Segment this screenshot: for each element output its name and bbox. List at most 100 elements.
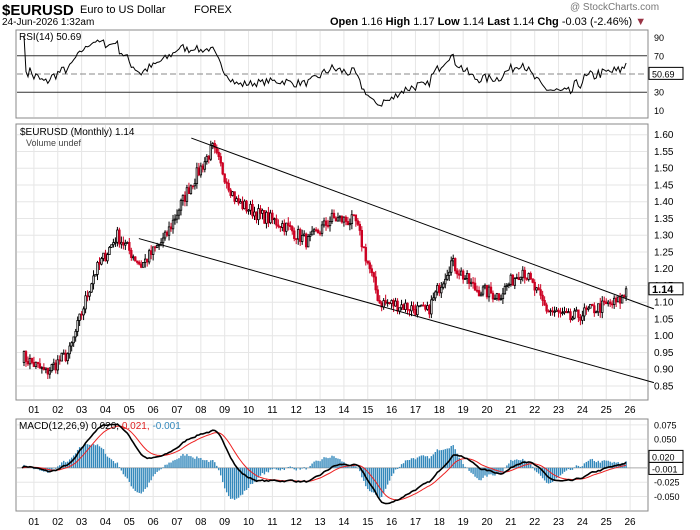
price-tick-label: 1.00 (654, 331, 674, 342)
price-candle (581, 315, 584, 321)
x-tick-label: 20 (481, 517, 493, 528)
x-tick-label: 19 (458, 517, 470, 528)
price-candle (442, 283, 445, 288)
price-candle (116, 229, 119, 243)
price-candle (404, 302, 407, 311)
price-candle (366, 260, 369, 264)
price-tick-label: 1.30 (654, 231, 674, 242)
price-candle (587, 307, 590, 310)
price-candle (76, 320, 79, 332)
price-candle (42, 367, 46, 370)
x-tick-label: 19 (458, 405, 470, 416)
price-candle (539, 289, 542, 296)
price-candle (610, 303, 614, 306)
volume-label: Volume undef (26, 138, 82, 148)
price-candle (513, 278, 517, 286)
price-candle (149, 250, 153, 255)
price-candle (465, 273, 469, 279)
price-candle (84, 295, 87, 310)
price-candle (461, 270, 465, 280)
price-candle (100, 258, 103, 265)
watermark: @ StockCharts.com (570, 2, 660, 13)
price-candle (179, 200, 183, 211)
price-candle (348, 223, 352, 226)
x-tick-label: 12 (291, 405, 303, 416)
x-tick-label: 17 (410, 517, 422, 528)
price-candle (265, 211, 268, 224)
price-candle (448, 271, 451, 276)
price-candle (72, 336, 75, 344)
price-candle (438, 285, 441, 294)
price-candle (376, 289, 379, 301)
price-candle (336, 217, 340, 222)
price-candle (30, 357, 34, 363)
price-candle (261, 209, 264, 214)
price-candle (605, 301, 608, 305)
rsi-tick-label: 90 (654, 33, 664, 43)
price-label: $EURUSD (Monthly) 1.14 (20, 127, 135, 138)
price-candle (463, 278, 467, 280)
price-candle (277, 224, 280, 227)
price-candle (459, 270, 463, 276)
price-candle (257, 208, 260, 221)
price-candle (56, 359, 59, 371)
price-candle (330, 212, 334, 222)
price-candle (183, 194, 187, 202)
price-candle (573, 310, 576, 319)
price-candle (136, 260, 139, 263)
x-tick-label: 06 (148, 517, 160, 528)
price-candle (491, 292, 495, 300)
price-candle (46, 367, 50, 375)
price-candle (165, 231, 169, 236)
symbol-title: $EURUSD (2, 2, 74, 19)
price-candle (205, 156, 209, 163)
price-candle (239, 201, 242, 204)
price-candle (213, 143, 216, 149)
price-candle (394, 300, 397, 307)
price-candle (249, 203, 252, 211)
price-candle (199, 165, 203, 176)
low-label: Low (437, 16, 460, 28)
price-candle (601, 300, 604, 313)
price-candle (511, 274, 515, 286)
price-tick-label: 1.10 (654, 298, 674, 309)
price-candle (326, 225, 330, 227)
price-candle (549, 310, 552, 313)
price-candle (475, 289, 479, 292)
price-candle (269, 212, 272, 224)
price-candle (495, 293, 499, 299)
price-candle (487, 286, 491, 298)
price-candle (517, 277, 520, 280)
price-candle (525, 277, 528, 280)
price-candle (424, 305, 427, 310)
macd-hist-badge-box (648, 461, 684, 475)
price-candle (247, 209, 250, 212)
price-candle (553, 311, 556, 313)
price-candle (450, 260, 453, 273)
price-candle (24, 351, 28, 362)
price-tick-label: 1.25 (654, 247, 674, 258)
x-tick-label: 09 (219, 517, 231, 528)
price-candle (358, 223, 362, 231)
price-candle (259, 208, 262, 214)
price-candle (191, 185, 195, 188)
price-tick-label: 1.50 (654, 164, 674, 175)
price-candle (209, 144, 212, 160)
price-candle (281, 223, 284, 228)
price-candle (624, 288, 628, 298)
price-candle (599, 303, 602, 313)
price-candle (597, 303, 600, 313)
macd-label: MACD(12,26,9) 0.020, 0.021, -0.001 (19, 422, 181, 432)
trendline-layer (138, 137, 655, 384)
price-candle (185, 187, 189, 202)
price-candle (575, 309, 578, 312)
price-candle (402, 304, 405, 311)
price-candle (40, 367, 44, 369)
price-candle (144, 258, 147, 263)
price-candle (235, 198, 238, 202)
rsi-value-badge-box (648, 66, 684, 80)
price-candle (519, 276, 522, 280)
chart-date: 24-Jun-2026 1:32am (2, 17, 95, 28)
price-candle (231, 191, 234, 196)
price-candle (354, 214, 358, 222)
